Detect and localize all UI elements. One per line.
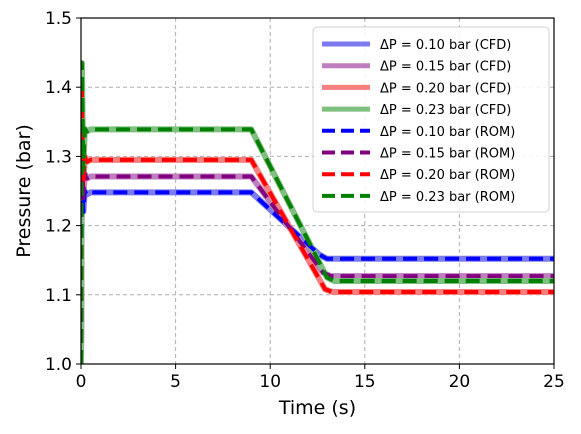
legend-label: ΔP = 0.23 bar (ROM) (380, 190, 515, 205)
y-tick-label: 1.5 (45, 9, 72, 29)
legend-label: ΔP = 0.20 bar (CFD) (380, 81, 511, 96)
x-tick-label: 25 (543, 372, 565, 392)
series-line (81, 61, 554, 364)
legend: ΔP = 0.10 bar (CFD) ΔP = 0.15 bar (CFD) ΔP… (312, 26, 550, 213)
y-tick-label: 1.3 (45, 147, 72, 167)
x-tick-label: 20 (449, 372, 471, 392)
plot-frame (80, 17, 555, 365)
y-axis-label: Pressure (bar) (13, 124, 35, 258)
legend-label: ΔP = 0.15 bar (CFD) (380, 60, 511, 75)
legend-label: ΔP = 0.10 bar (CFD) (380, 38, 511, 53)
y-tick-label: 1.0 (45, 355, 72, 375)
legend-label: ΔP = 0.23 bar (CFD) (380, 103, 511, 118)
x-tick-label: 10 (259, 372, 281, 392)
plot-series (81, 60, 554, 364)
y-tick-label: 1.4 (45, 78, 72, 98)
y-tick-label: 1.1 (45, 286, 72, 306)
x-tick-label: 0 (76, 372, 87, 392)
legend-label: ΔP = 0.15 bar (ROM) (380, 147, 515, 162)
axis-ticks: 0 5 10 15 20 25 1.0 1.1 1.2 1.3 1.4 1.5 (45, 9, 565, 392)
legend-label: ΔP = 0.10 bar (ROM) (380, 125, 515, 140)
legend-box (312, 26, 550, 213)
x-tick-label: 15 (354, 372, 376, 392)
legend-label: ΔP = 0.20 bar (ROM) (380, 168, 515, 183)
y-tick-label: 1.2 (45, 217, 72, 237)
x-tick-label: 5 (170, 372, 181, 392)
x-axis-label: Time (s) (278, 397, 356, 419)
